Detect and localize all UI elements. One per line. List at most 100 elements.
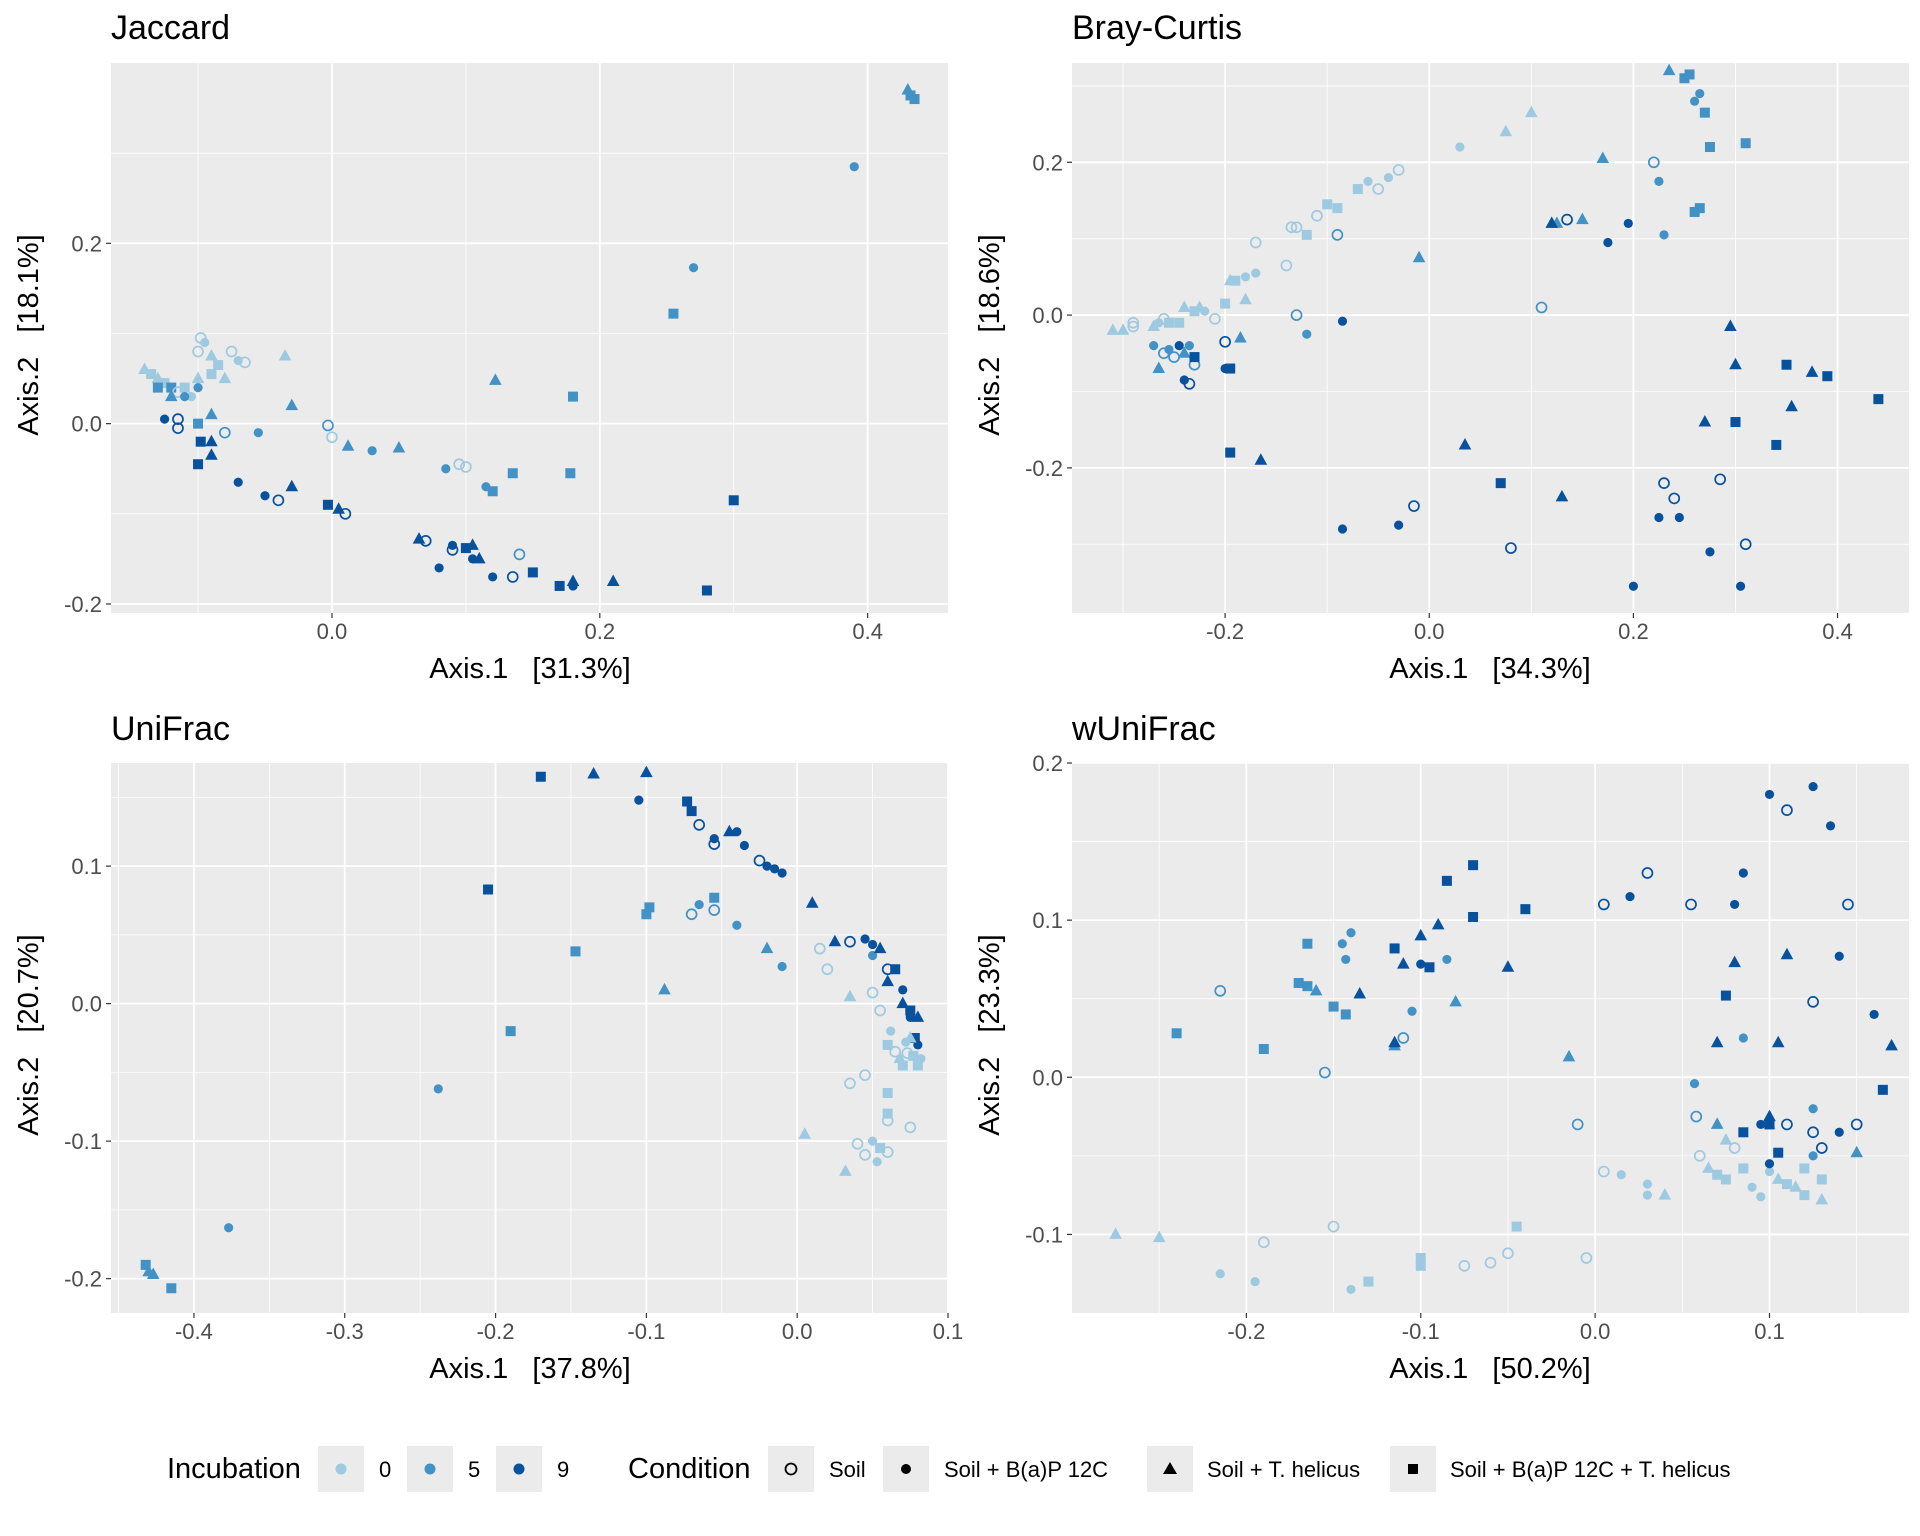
data-point-filled-circle <box>694 900 704 910</box>
data-point-square <box>882 1108 893 1119</box>
data-point-triangle <box>285 398 299 411</box>
data-point-open-circle <box>1685 898 1697 911</box>
data-point-square <box>193 459 204 470</box>
data-point-filled-circle <box>1764 1166 1775 1177</box>
data-point-filled-circle <box>1346 1284 1356 1295</box>
data-point-square <box>568 391 579 402</box>
data-point-square <box>1720 990 1731 1001</box>
data-point-square <box>1220 298 1231 309</box>
data-point-open-circle <box>1214 985 1227 997</box>
data-point-filled-circle <box>233 477 243 487</box>
y-tick-label: -0.2 <box>64 592 102 617</box>
data-point-open-circle <box>1571 1118 1584 1131</box>
data-point-open-circle <box>1714 473 1727 486</box>
data-point-filled-circle <box>1735 581 1746 591</box>
data-point-open-circle <box>1331 229 1344 241</box>
data-point-triangle <box>760 941 774 954</box>
data-point-square <box>1225 363 1236 374</box>
data-point-square <box>909 94 920 105</box>
data-point-filled-circle <box>905 1012 915 1022</box>
legend-key-soil-bap-thelicus: Soil + B(a)P 12C + T. helicus <box>1390 1446 1730 1492</box>
data-points <box>1106 63 1884 591</box>
data-point-triangle <box>1724 319 1737 332</box>
data-point-filled-circle <box>777 868 787 878</box>
x-tick-label: 0.2 <box>1618 619 1649 644</box>
data-point-triangle <box>1152 361 1166 374</box>
data-point-triangle <box>1698 415 1712 427</box>
data-point-triangle <box>489 373 502 385</box>
data-point-open-circle <box>506 571 519 583</box>
data-point-open-circle <box>1597 1165 1610 1178</box>
data-point-square <box>1389 943 1400 954</box>
data-point-square <box>882 1039 893 1050</box>
data-point-open-circle <box>1285 221 1298 234</box>
data-point-square <box>1712 1169 1723 1180</box>
data-point-square <box>1771 439 1782 450</box>
data-point-square <box>1730 417 1741 428</box>
open-circle-icon <box>784 1462 798 1476</box>
data-point-filled-circle <box>1184 341 1194 351</box>
plot-background <box>1072 63 1909 613</box>
data-point-filled-circle <box>1215 1269 1225 1279</box>
data-point-triangle <box>1815 1192 1829 1205</box>
data-point-open-circle <box>1668 492 1681 505</box>
data-point-triangle <box>1397 957 1410 969</box>
data-point-filled-circle <box>898 985 908 995</box>
data-point-triangle <box>1789 1180 1802 1192</box>
data-point-filled-circle <box>688 263 699 273</box>
data-point-open-circle <box>1183 377 1196 390</box>
data-point-open-circle <box>172 422 184 435</box>
panel-unifrac: UniFrac -0.4 -0.3 -0.2 -0.1 0.0 0.1 -0.2 -0.1 0… <box>13 710 963 1385</box>
x-tick-label: -0.4 <box>175 1319 213 1344</box>
data-point-square <box>1293 978 1304 988</box>
data-point-square <box>1302 981 1313 992</box>
data-point-filled-circle <box>441 464 451 474</box>
data-point-square <box>206 369 217 380</box>
data-point-square <box>890 964 901 975</box>
data-point-square <box>1738 1127 1749 1138</box>
data-point-triangle <box>1177 300 1191 312</box>
data-point-open-circle <box>1807 1126 1819 1139</box>
panel-bray-curtis: Bray-Curtis -0.2 0.0 0.2 0.4 -0.2 0.0 0.2 Axi… <box>974 9 1909 685</box>
data-point-triangle <box>1710 1035 1724 1048</box>
x-axis-label: Axis.1 [31.3%] <box>429 653 631 685</box>
panel-title: wUniFrac <box>1071 710 1216 748</box>
data-point-filled-circle <box>1654 176 1664 187</box>
data-point-triangle <box>1412 250 1426 263</box>
data-point-filled-circle <box>1738 1033 1748 1043</box>
y-axis-label: Axis.2 [23.3%] <box>974 934 1006 1136</box>
data-point-triangle <box>798 1127 812 1139</box>
data-point-open-circle <box>1561 213 1573 226</box>
x-tick-label: 0.0 <box>782 1319 813 1344</box>
data-point-open-circle <box>1327 1220 1340 1233</box>
legend-key-incubation-9: 9 <box>496 1446 569 1492</box>
data-point-open-circle <box>1290 221 1303 234</box>
data-point-triangle <box>205 407 218 420</box>
data-point-triangle <box>1719 1133 1733 1145</box>
data-point-triangle <box>1116 323 1130 335</box>
data-point-filled-circle <box>224 1223 234 1233</box>
data-point-square <box>1415 1253 1426 1263</box>
data-point-square <box>1689 206 1700 217</box>
data-point-square <box>460 543 471 554</box>
data-point-square <box>1699 107 1710 118</box>
data-point-triangle <box>218 371 232 384</box>
data-point-square <box>1225 447 1236 458</box>
data-point-filled-circle <box>1394 520 1404 530</box>
data-point-square <box>1873 394 1884 405</box>
data-point-triangle <box>1501 960 1515 972</box>
data-point-filled-circle <box>1747 1182 1757 1192</box>
data-point-filled-circle <box>1808 1151 1818 1161</box>
y-axis-label: Axis.2 [18.6%] <box>974 234 1006 436</box>
data-point-filled-circle <box>1674 512 1684 523</box>
y-tick-labels: -0.2 -0.1 0.0 0.1 <box>64 854 111 1292</box>
data-point-square <box>908 1050 919 1061</box>
data-point-filled-circle <box>1337 316 1348 326</box>
panel-title: Jaccard <box>111 9 230 47</box>
data-point-triangle <box>1309 983 1323 996</box>
data-point-square <box>682 796 693 807</box>
data-point-filled-circle <box>739 840 750 851</box>
data-point-filled-circle <box>433 1084 443 1094</box>
data-point-filled-circle <box>1628 581 1639 591</box>
